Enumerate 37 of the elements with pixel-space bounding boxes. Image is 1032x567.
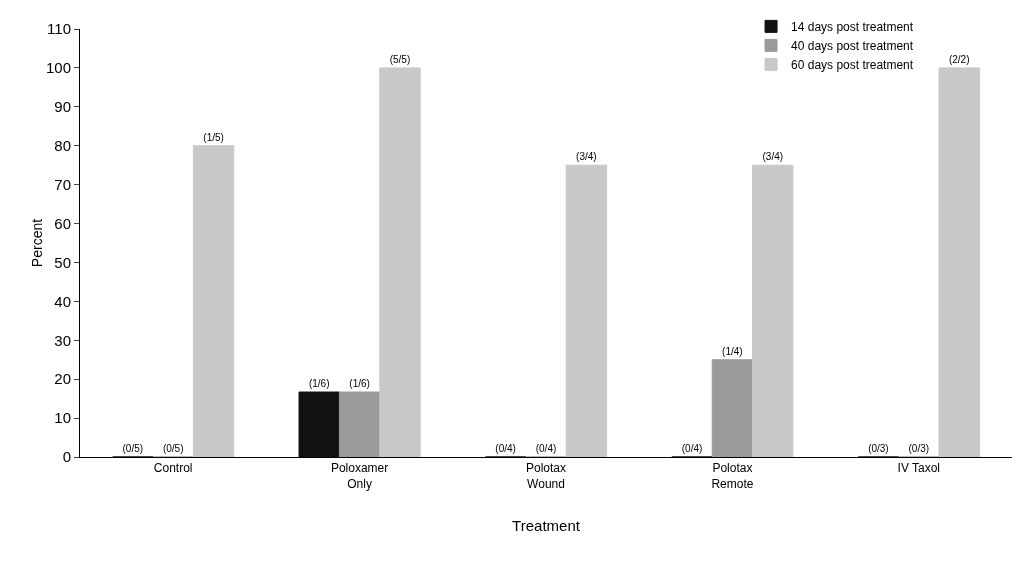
data-label: (0/4) [535, 443, 557, 454]
data-label: (1/5) [203, 131, 224, 143]
data-label: (0/3) [908, 443, 930, 454]
data-label: (1/6) [308, 378, 330, 390]
legend-label: 40 days post treatment [791, 39, 914, 54]
data-label: (0/5) [122, 443, 144, 454]
x-tick-label: Control [153, 461, 193, 476]
data-label: (5/5) [389, 53, 411, 65]
y-tick-label: 110 [47, 20, 71, 38]
y-tick-label: 80 [54, 136, 71, 154]
data-label: (0/4) [681, 443, 703, 454]
data-label: (2/2) [948, 53, 970, 65]
data-label: (0/5) [162, 443, 184, 454]
data-label: (1/6) [349, 378, 370, 390]
y-tick-label: 60 [54, 214, 71, 232]
y-tick-label: 70 [54, 175, 71, 193]
data-label: (1/4) [722, 345, 743, 357]
y-tick-label: 50 [54, 253, 71, 271]
data-label: (3/4) [762, 151, 784, 163]
y-tick-label: 90 [54, 98, 71, 116]
data-label: (0/4) [495, 443, 516, 454]
x-tick-label: IV Taxol [897, 461, 941, 476]
y-tick-label: 100 [45, 59, 71, 77]
data-label: (3/4) [576, 151, 597, 163]
y-tick-label: 40 [54, 292, 71, 310]
x-tick-label: Polotax Remote [711, 461, 754, 491]
x-axis-title: Treatment [512, 517, 581, 534]
y-tick-label: 0 [62, 448, 71, 466]
legend-label: 14 days post treatment [791, 20, 914, 35]
y-axis-title: Percent [29, 218, 45, 268]
x-tick-label: Poloxamer Only [330, 461, 389, 491]
y-tick-label: 10 [54, 409, 71, 427]
data-label: (0/3) [868, 443, 889, 454]
y-tick-label: 20 [54, 370, 71, 388]
x-tick-label: Polotax Wound [525, 461, 567, 491]
legend-label: 60 days post treatment [791, 58, 914, 73]
y-tick-label: 30 [54, 331, 71, 349]
